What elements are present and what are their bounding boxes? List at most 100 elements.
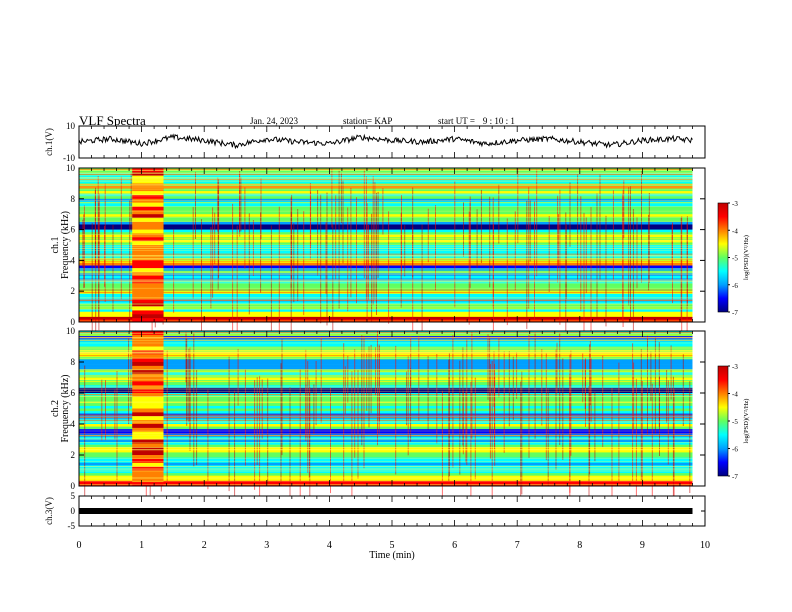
spectrogram-spike: [559, 189, 561, 325]
spectrogram-spike: [635, 378, 637, 503]
y-tick-label: 8: [71, 357, 76, 367]
spectrogram-spike: [173, 229, 175, 313]
harmonic-line: [79, 178, 693, 180]
harmonic-line: [79, 466, 693, 468]
spectrogram-band: [79, 478, 693, 482]
burst-band: [132, 431, 164, 436]
harmonic-line: [79, 449, 693, 451]
spectrogram-spike: [618, 362, 620, 482]
burst-band: [132, 218, 164, 223]
harmonic-line: [79, 194, 693, 196]
spectrogram-spike: [452, 335, 454, 468]
spectrogram-spike: [95, 187, 96, 263]
spectrogram-spike: [330, 387, 331, 494]
spectrogram-line: [79, 394, 693, 395]
harmonic-line: [79, 279, 693, 280]
spectrogram-spike: [412, 187, 414, 278]
spectrogram-spike: [335, 195, 337, 280]
spectrogram-spike: [260, 178, 262, 240]
start-time-prefix: start UT =: [438, 116, 475, 126]
spectrogram-band: [79, 211, 693, 215]
spectrogram-band: [79, 367, 693, 371]
ylabel-line: ch.1: [50, 237, 61, 254]
burst-band: [132, 210, 164, 215]
harmonic-line: [79, 220, 693, 222]
spectrogram-spike: [98, 227, 100, 321]
spectrogram-spike: [104, 183, 106, 302]
spectrogram-spike: [570, 350, 572, 456]
spectrogram-spike: [641, 171, 642, 283]
ch3-waveform-line: [79, 508, 693, 514]
burst-band: [132, 404, 164, 409]
harmonic-line: [79, 255, 693, 256]
spectrogram-band: [79, 191, 693, 194]
harmonic-line: [79, 379, 693, 381]
spectrogram-band: [79, 403, 693, 407]
colorbar-tick-label: -3: [732, 200, 738, 208]
spectrogram-spike: [130, 172, 132, 232]
x-tick-label: 8: [577, 540, 582, 551]
spectrogram-spike: [361, 335, 363, 446]
spectrogram-spike: [529, 200, 531, 262]
burst-band: [132, 233, 164, 238]
harmonic-line: [79, 421, 693, 422]
x-tick-label: 3: [264, 540, 269, 551]
harmonic-line: [79, 186, 693, 188]
harmonic-line: [79, 389, 693, 391]
spectrogram-spike: [332, 224, 334, 349]
ch2-spectrogram-colorbar: [717, 365, 729, 477]
spectrogram-spike: [357, 370, 359, 479]
spectrogram-band: [79, 470, 693, 474]
spectrogram-band: [79, 214, 693, 218]
spectrogram-band: [79, 462, 693, 466]
spectrogram-spike: [487, 334, 489, 400]
spectrogram-spike: [195, 171, 196, 239]
x-tick-label: 10: [700, 540, 710, 551]
harmonic-line: [79, 449, 693, 450]
spectrogram-spike: [651, 383, 653, 498]
burst-band: [132, 260, 164, 265]
burst-band: [132, 275, 164, 280]
spectrogram-band: [79, 343, 693, 347]
spectrogram-band: [79, 209, 693, 212]
spectrogram-spike: [517, 168, 519, 244]
harmonic-line: [79, 274, 693, 275]
ch1-spectrogram-colorbar: [717, 202, 729, 313]
spectrogram-spike: [689, 381, 691, 493]
spectrogram-spike: [344, 366, 346, 415]
harmonic-line: [79, 287, 693, 289]
burst-band: [132, 439, 164, 444]
spectrogram-spike: [647, 335, 648, 435]
harmonic-line: [79, 458, 693, 459]
burst-band: [132, 295, 164, 300]
burst-band: [132, 248, 164, 253]
spectrogram-spike: [234, 390, 236, 526]
spectrogram-spike: [192, 206, 194, 299]
colorbar-tick-label: -7: [732, 473, 738, 481]
harmonic-line: [79, 272, 693, 274]
spectrogram-spike: [448, 359, 450, 482]
spectrogram-band: [79, 301, 693, 305]
spectrogram-spike: [508, 351, 510, 427]
y-tick-label: 0: [71, 481, 76, 491]
spectrogram-spike: [583, 212, 585, 347]
spectrogram-spike: [120, 176, 122, 300]
spectrogram-spike: [526, 200, 528, 329]
spectrogram-band: [79, 429, 693, 433]
spectrogram-spike: [289, 387, 291, 507]
burst-band: [132, 358, 164, 363]
spectrogram-spike: [556, 342, 558, 394]
x-tick-label: 2: [202, 540, 207, 551]
spectrogram-spike: [83, 214, 85, 289]
spectrogram-spike: [217, 185, 219, 290]
burst-band: [132, 334, 164, 340]
spectrogram-spike: [686, 223, 688, 345]
spectrogram-band: [79, 232, 693, 236]
burst-band: [132, 283, 164, 288]
spectrogram-spike: [342, 180, 344, 264]
burst-band: [132, 416, 164, 421]
harmonic-line: [79, 333, 693, 334]
harmonic-line: [79, 239, 693, 241]
spectrogram-spike: [465, 391, 467, 463]
x-tick-label: 6: [452, 540, 457, 551]
